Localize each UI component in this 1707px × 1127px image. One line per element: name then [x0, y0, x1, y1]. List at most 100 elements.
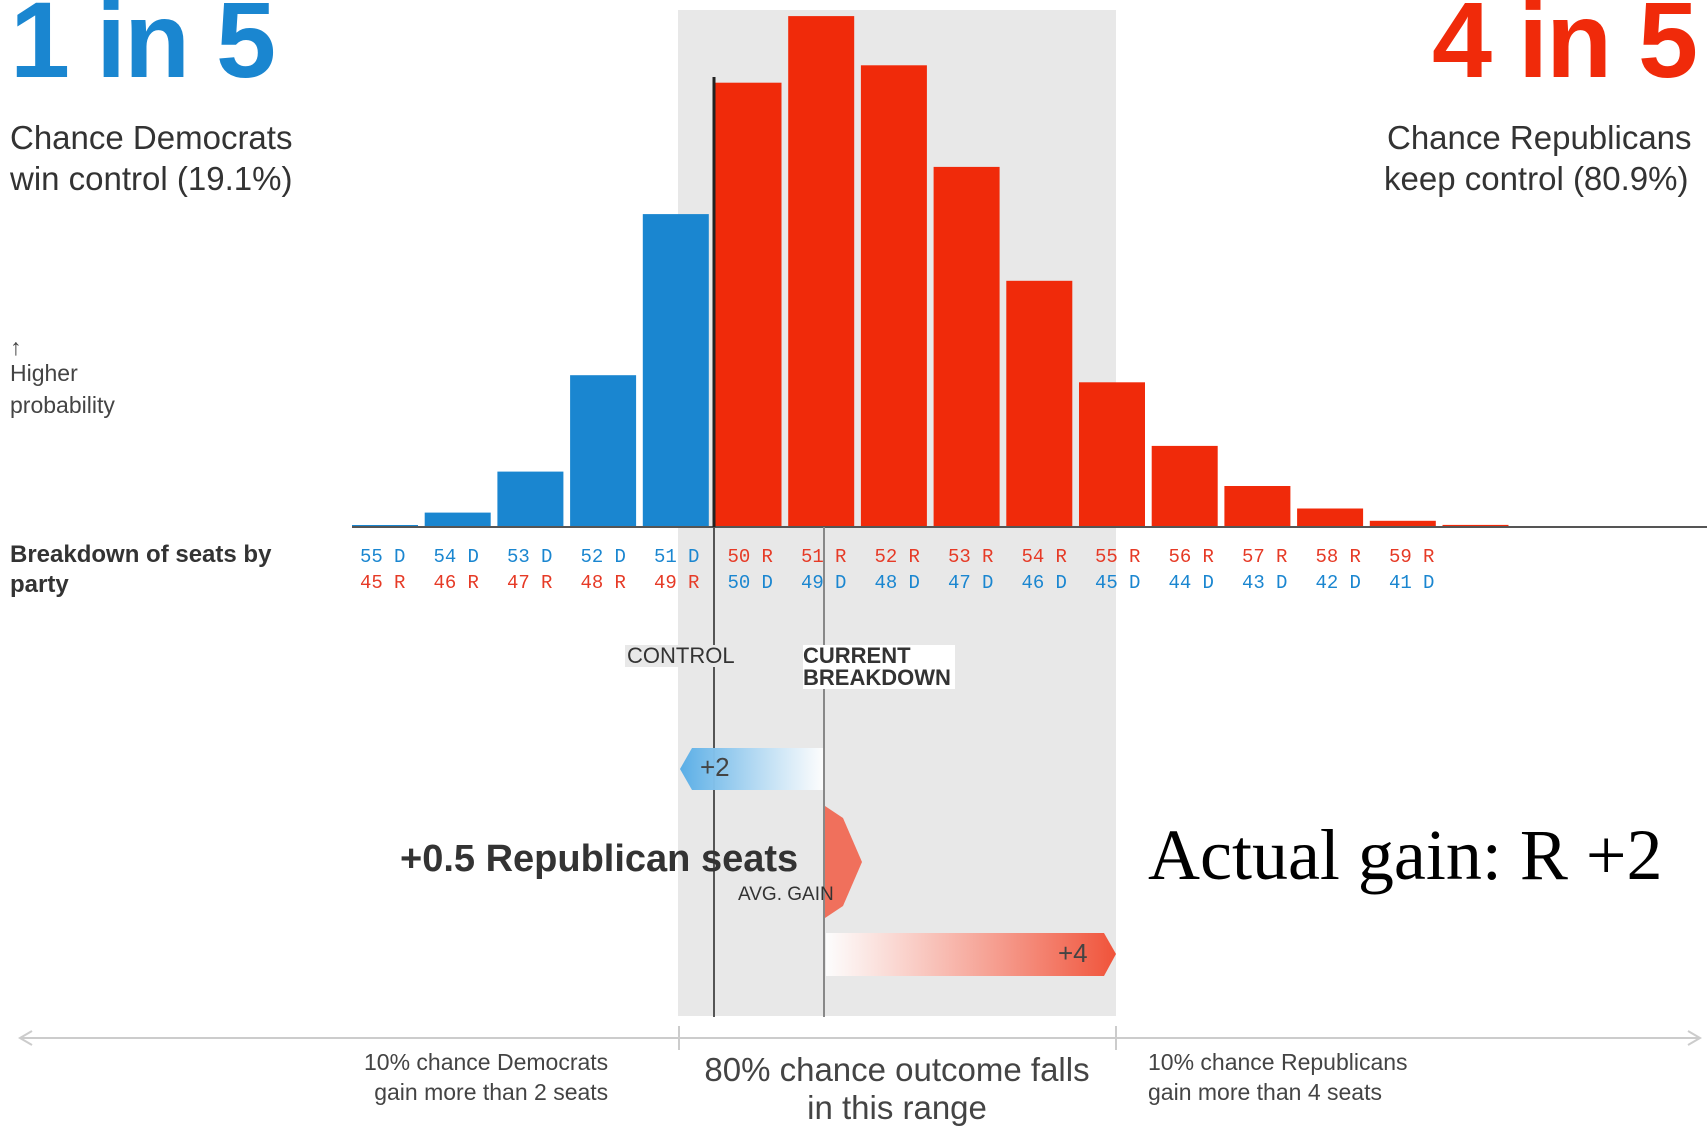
democrat-gain-arrow [680, 748, 823, 790]
probability-hint-line1: Higher [10, 360, 78, 386]
seat-bottom-row: 44 D [1169, 570, 1243, 596]
current-breakdown-label-line2: BREAKDOWN [803, 665, 951, 690]
seat-party: R [467, 572, 479, 594]
seat-count: 52 [580, 546, 604, 568]
seat-party: D [761, 572, 773, 594]
current-breakdown-label: CURRENT BREAKDOWN [803, 645, 955, 689]
seat-top-row: 55 R [1095, 544, 1169, 570]
seat-party: D [1349, 572, 1361, 594]
center-range-note-line1: 80% chance outcome falls [704, 1051, 1090, 1088]
seat-party: R [1276, 546, 1288, 568]
democrat-odds-label-line1: Chance Democrats [10, 119, 293, 156]
seat-party: D [394, 546, 406, 568]
republican-odds-label-line1: Chance Republicans [1387, 119, 1692, 156]
seat-count: 45 [360, 572, 383, 594]
right-range-note-line1: 10% chance Republicans [1148, 1049, 1408, 1075]
seat-count: 44 [1168, 572, 1192, 594]
seat-count: 59 [1389, 546, 1412, 568]
seat-count: 52 [874, 546, 898, 568]
seat-breakdown-cell: 58 R 42 D [1316, 544, 1390, 596]
seat-count: 43 [1242, 572, 1265, 594]
seat-bottom-row: 42 D [1316, 570, 1390, 596]
seat-top-row: 50 R [728, 544, 802, 570]
center-range-note-line2: in this range [807, 1089, 987, 1126]
seat-party: D [982, 572, 994, 594]
democrat-odds: 1 in 5 [10, 0, 276, 100]
bar-12 [1151, 445, 1218, 527]
seat-breakdown-cell: 51 R 49 D [801, 544, 875, 596]
seat-party: R [688, 572, 700, 594]
bar-6 [715, 82, 782, 527]
seat-breakdown-cell: 54 R 46 D [1022, 544, 1096, 596]
seat-breakdown-cell: 54 D 46 R [434, 544, 508, 596]
republican-odds: 4 in 5 [1432, 0, 1698, 100]
seat-top-row: 53 D [507, 544, 581, 570]
seat-count: 58 [1315, 546, 1339, 568]
seat-party: R [908, 546, 920, 568]
seat-top-row: 55 D [360, 544, 434, 570]
left-range-note-line1: 10% chance Democrats [364, 1049, 609, 1075]
seat-bottom-row: 45 R [360, 570, 434, 596]
seat-top-row: 52 R [875, 544, 949, 570]
seat-count: 57 [1242, 546, 1265, 568]
seat-top-row: 51 R [801, 544, 875, 570]
seat-party: R [541, 572, 553, 594]
bar-11 [1079, 382, 1145, 527]
bar-7 [788, 16, 855, 527]
bar-15 [1369, 520, 1436, 527]
left-range-note: 10% chance Democrats gain more than 2 se… [364, 1047, 608, 1107]
seat-bottom-row: 49 R [654, 570, 728, 596]
bar-3 [497, 471, 564, 527]
seat-breakdown-cell: 52 D 48 R [581, 544, 655, 596]
bar-9 [933, 166, 1000, 527]
bar-5 [642, 214, 709, 527]
current-breakdown-label-line1: CURRENT [803, 643, 911, 668]
seat-breakdown-cell: 52 R 48 D [875, 544, 949, 596]
seat-party: D [467, 546, 479, 568]
seat-party: D [908, 572, 920, 594]
seat-party: D [1276, 572, 1288, 594]
range-axis-left-arrow-icon [18, 1030, 33, 1046]
republican-odds-label-line2: keep control (80.9%) [1384, 160, 1689, 197]
seat-party: R [394, 572, 406, 594]
seat-count: 53 [948, 546, 971, 568]
probability-hint: ↑ Higher probability [10, 336, 115, 421]
seat-count: 46 [433, 572, 457, 594]
right-range-note: 10% chance Republicans gain more than 4 … [1148, 1047, 1408, 1107]
seat-top-row: 56 R [1169, 544, 1243, 570]
seat-party: D [614, 546, 626, 568]
bar-2 [424, 512, 491, 527]
seat-party: R [1129, 546, 1141, 568]
seat-party: R [761, 546, 773, 568]
bar-10 [1006, 280, 1073, 527]
seat-breakdown-cell: 53 R 47 D [948, 544, 1022, 596]
seat-breakdown-cell: 55 R 45 D [1095, 544, 1169, 596]
seat-party: D [1423, 572, 1435, 594]
seat-top-row: 54 R [1022, 544, 1096, 570]
bar-4 [570, 375, 637, 527]
seat-count: 47 [507, 572, 530, 594]
seat-bottom-row: 46 R [434, 570, 508, 596]
current-breakdown-line [823, 527, 825, 1017]
seat-count: 48 [580, 572, 604, 594]
republican-gain-arrow [826, 933, 1116, 976]
seat-distribution-chart [352, 16, 1707, 528]
seat-bottom-row: 49 D [801, 570, 875, 596]
seat-count: 55 [360, 546, 383, 568]
seat-count: 51 [654, 546, 677, 568]
seat-top-row: 51 D [654, 544, 728, 570]
probability-hint-line2: probability [10, 392, 115, 418]
seat-bottom-row: 48 D [875, 570, 949, 596]
left-range-note-line2: gain more than 2 seats [374, 1079, 609, 1105]
seat-count: 48 [874, 572, 898, 594]
seat-count: 51 [801, 546, 824, 568]
seat-count: 46 [1021, 572, 1045, 594]
seat-bottom-row: 46 D [1022, 570, 1096, 596]
seat-bottom-row: 41 D [1389, 570, 1463, 596]
seat-count: 50 [727, 546, 751, 568]
seat-top-row: 57 R [1242, 544, 1316, 570]
seat-party: R [614, 572, 626, 594]
avg-gain-value: +0.5 Republican seats [400, 838, 799, 880]
seat-party: R [1055, 546, 1067, 568]
